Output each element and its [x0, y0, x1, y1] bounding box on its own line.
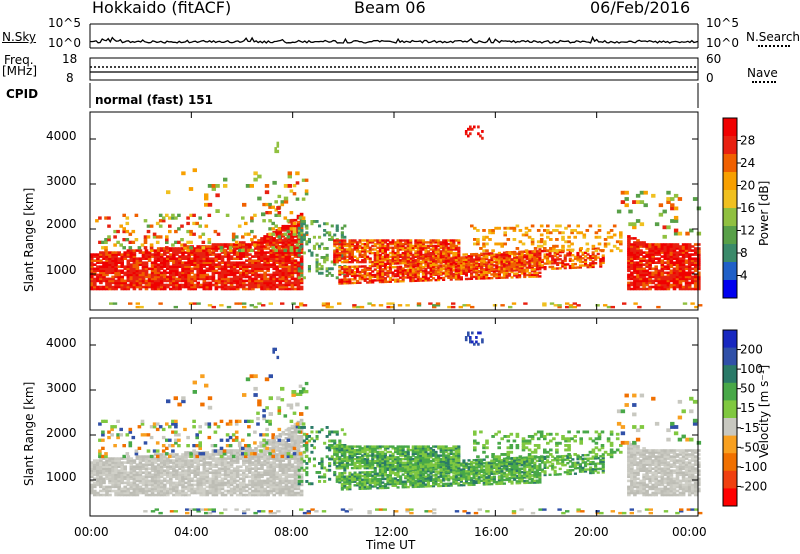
noise-panel — [89, 23, 699, 49]
freq-left-tick-top: 18 — [62, 52, 78, 66]
noise-search-label: N.Search — [746, 30, 800, 44]
power-colorbar: 4 8 12 16 20 24 28 — [722, 117, 755, 299]
velocity-colorbar: 200 100 50 15 -15 -50 -100 -200 — [722, 329, 767, 507]
velocity-axis-ticks — [89, 318, 699, 516]
freq-unit-label: [MHz] — [2, 64, 38, 78]
noise-right-tick-bottom: 10^0 — [706, 36, 739, 50]
power-ytick-3000: 3000 — [46, 174, 77, 188]
colorbar-tick-label: -15 — [740, 421, 760, 435]
colorbar-tick-label: 200 — [740, 343, 763, 357]
colorbar-tick-label: 16 — [740, 201, 755, 215]
colorbar-tick-label: 12 — [740, 224, 755, 238]
nave-label: Nave — [747, 66, 778, 80]
velocity-ytick-2000: 2000 — [46, 426, 77, 440]
noise-left-tick-bottom: 10^0 — [48, 36, 81, 50]
colorbar-tick-label: -50 — [740, 440, 760, 454]
noise-right-tick-top: 10^5 — [706, 16, 739, 30]
colorbar-tick-label: 8 — [740, 246, 748, 260]
time-tick-8: 08:00 — [274, 525, 309, 539]
power-ytick-2000: 2000 — [46, 217, 77, 231]
cpid-label: CPID — [6, 87, 39, 101]
date-title: 06/Feb/2016 — [590, 0, 691, 17]
colorbar-tick-label: 100 — [740, 362, 763, 376]
colorbar-tick-label: -200 — [740, 479, 767, 493]
noise-left-tick-top: 10^5 — [48, 16, 81, 30]
power-data — [90, 125, 703, 309]
beam-title: Beam 06 — [354, 0, 426, 17]
time-tick-0: 00:00 — [74, 525, 109, 539]
noise-sky-label: N.Sky — [2, 30, 37, 44]
time-tick-20: 20:00 — [574, 525, 609, 539]
colorbar-tick-label: 20 — [740, 179, 755, 193]
freq-label: Freq. — [4, 53, 34, 67]
freq-right-tick-bottom: 0 — [706, 71, 714, 85]
freq-left-tick-bottom: 8 — [66, 71, 74, 85]
colorbar-tick-label: 15 — [740, 401, 755, 415]
cpid-value: normal (fast) 151 — [95, 93, 213, 107]
colorbar-tick-label: 28 — [740, 134, 755, 148]
freq-panel — [89, 57, 699, 81]
nave-legend-line — [752, 81, 776, 83]
cpid-panel — [89, 83, 699, 108]
time-tick-24: 00:00 — [672, 525, 707, 539]
station-title: Hokkaido (fitACF) — [92, 0, 232, 17]
noise-search-legend-line — [758, 45, 790, 47]
colorbar-tick-label: 50 — [740, 382, 755, 396]
velocity-data — [90, 331, 703, 515]
time-axis-label: Time UT — [366, 538, 416, 552]
colorbar-tick-label: -100 — [740, 460, 767, 474]
velocity-ytick-3000: 3000 — [46, 381, 77, 395]
power-ytick-1000: 1000 — [46, 263, 77, 277]
colorbar-tick-label: 4 — [740, 269, 748, 283]
time-tick-4: 04:00 — [174, 525, 209, 539]
colorbar-tick-label: 24 — [740, 156, 755, 170]
time-tick-16: 16:00 — [474, 525, 509, 539]
velocity-ytick-4000: 4000 — [46, 336, 77, 350]
noise-sky-trace — [89, 35, 699, 44]
freq-right-tick-top: 60 — [706, 52, 722, 66]
power-ytick-4000: 4000 — [46, 129, 77, 143]
velocity-ytick-1000: 1000 — [46, 470, 77, 484]
time-tick-12: 12:00 — [374, 525, 409, 539]
power-axis-ticks — [89, 112, 699, 310]
